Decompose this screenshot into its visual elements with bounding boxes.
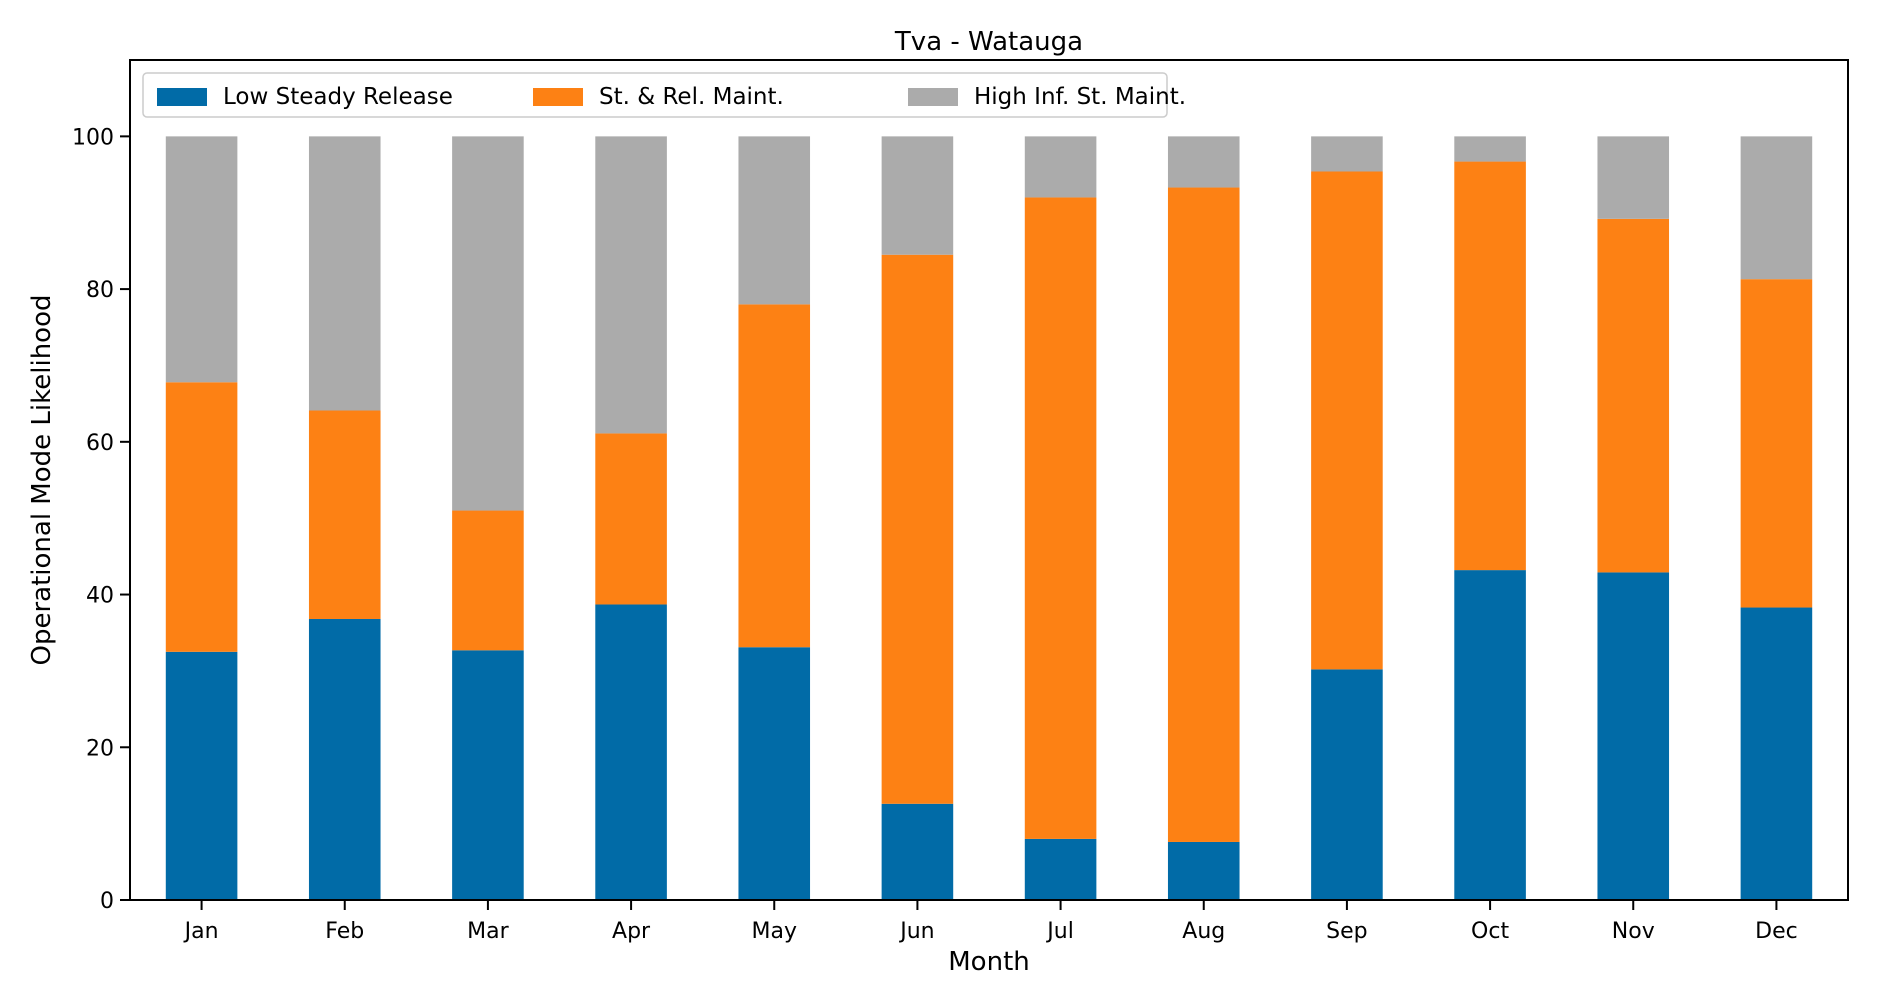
x-axis: Jan Feb Mar Apr May Jun Jul Aug Sep Oct Nov Dec: [183, 900, 1798, 944]
bar-oct-series-3: [1454, 136, 1526, 162]
bar-may-series-1: [738, 647, 811, 900]
x-tick-label: Aug: [1182, 919, 1225, 944]
y-tick-label: 40: [86, 584, 114, 609]
bar-nov-series-1: [1597, 572, 1670, 900]
bar-nov-series-3: [1597, 136, 1670, 219]
legend-swatch: [908, 88, 958, 106]
y-axis: 0 20 40 60 80 100: [72, 125, 130, 914]
bar-jun-series-3: [881, 136, 954, 255]
legend: Low Steady Release St. & Rel. Maint. High …: [142, 72, 1186, 118]
bar-jul-series-3: [1024, 136, 1097, 198]
x-tick-label: Mar: [467, 919, 509, 944]
bar-apr-series-3: [595, 136, 667, 434]
x-tick-label: Sep: [1326, 919, 1367, 944]
bar-dec-series-1: [1740, 607, 1813, 900]
legend-swatch: [157, 88, 207, 106]
bar-aug-series-3: [1167, 136, 1240, 188]
bar-jul-series-1: [1024, 838, 1097, 900]
x-tick-label: Jun: [898, 919, 934, 944]
bar-jan-series-3: [165, 136, 238, 383]
x-tick-label: Apr: [612, 919, 651, 944]
x-tick-label: May: [752, 919, 797, 944]
bar-feb-series-2: [308, 410, 381, 619]
bar-oct-series-1: [1454, 570, 1526, 900]
bar-mar-series-2: [452, 510, 524, 651]
y-tick-label: 20: [86, 736, 114, 761]
bar-jan-series-1: [165, 651, 238, 900]
bar-jun-series-1: [881, 803, 954, 900]
bar-sep-series-3: [1311, 136, 1383, 172]
bar-apr-series-2: [595, 433, 667, 605]
legend-swatch: [533, 88, 583, 106]
x-tick-label: Oct: [1471, 919, 1509, 944]
x-tick-label: Nov: [1612, 919, 1655, 944]
bar-sep-series-1: [1311, 669, 1383, 900]
x-tick-label: Jul: [1045, 919, 1074, 944]
y-tick-label: 80: [86, 278, 114, 303]
bars-layer: [165, 136, 1813, 900]
x-tick-label: Jan: [183, 919, 219, 944]
y-tick-label: 100: [72, 125, 114, 150]
bar-dec-series-2: [1740, 279, 1813, 608]
bar-oct-series-2: [1454, 161, 1526, 571]
bar-mar-series-3: [452, 136, 524, 511]
legend-label: St. & Rel. Maint.: [599, 84, 784, 110]
bar-aug-series-1: [1167, 841, 1240, 900]
bar-jan-series-2: [165, 382, 238, 652]
bar-jun-series-2: [881, 254, 954, 804]
chart-title: Tva - Watauga: [894, 27, 1083, 57]
y-tick-label: 0: [100, 889, 114, 914]
x-tick-label: Dec: [1755, 919, 1798, 944]
y-tick-label: 60: [86, 431, 114, 456]
bar-nov-series-2: [1597, 218, 1670, 573]
legend-label: High Inf. St. Maint.: [974, 84, 1186, 110]
x-tick-label: Feb: [325, 919, 364, 944]
bar-sep-series-2: [1311, 171, 1383, 670]
bar-feb-series-3: [308, 136, 381, 411]
x-axis-title: Month: [948, 947, 1030, 977]
bar-may-series-3: [738, 136, 811, 305]
bar-apr-series-1: [595, 604, 667, 900]
bar-mar-series-1: [452, 650, 524, 900]
plot-frame: [129, 59, 1849, 901]
legend-label: Low Steady Release: [223, 84, 453, 110]
bar-jul-series-2: [1024, 197, 1097, 839]
bar-feb-series-1: [308, 618, 381, 900]
bar-may-series-2: [738, 304, 811, 648]
bar-dec-series-3: [1740, 136, 1813, 280]
bar-aug-series-2: [1167, 187, 1240, 842]
y-axis-title: Operational Mode Likelihood: [27, 295, 57, 666]
